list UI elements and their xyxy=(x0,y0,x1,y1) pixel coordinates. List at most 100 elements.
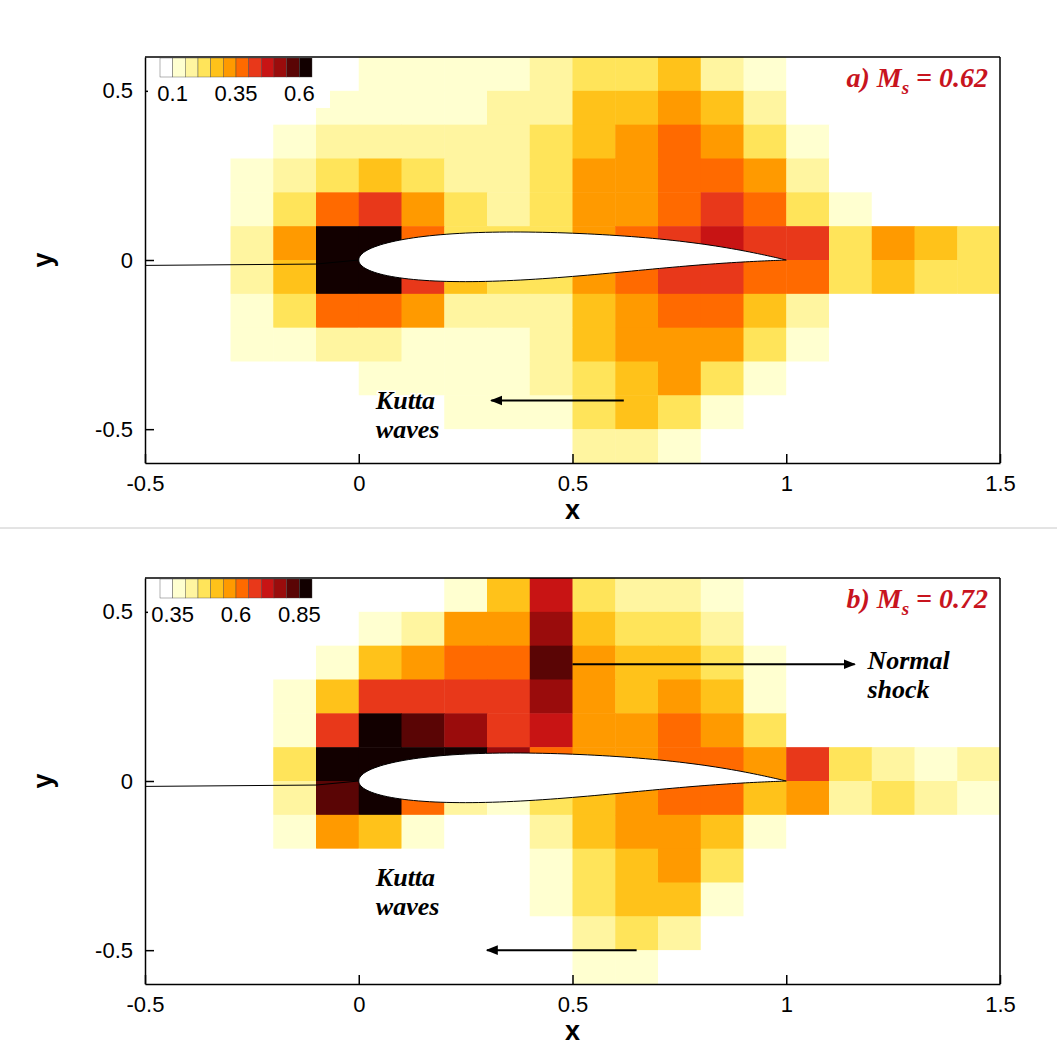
cell xyxy=(444,680,487,714)
y-axis-title: y xyxy=(28,252,58,267)
cell xyxy=(444,429,487,463)
cell xyxy=(957,91,1000,125)
cell xyxy=(273,916,316,950)
cell xyxy=(829,916,872,950)
cell xyxy=(273,192,316,226)
cell xyxy=(701,815,744,849)
cell xyxy=(530,328,573,362)
cell xyxy=(829,849,872,883)
cell xyxy=(957,612,1000,646)
cell xyxy=(573,429,616,463)
colorbar-tick-label: 0.1 xyxy=(157,81,188,106)
cell xyxy=(573,950,616,984)
cell xyxy=(615,125,658,159)
cell xyxy=(829,429,872,463)
airfoil xyxy=(359,753,787,803)
cell xyxy=(444,294,487,328)
cell xyxy=(786,260,829,294)
cell xyxy=(316,883,359,917)
tick: 0.5 xyxy=(558,454,589,496)
cell xyxy=(444,612,487,646)
cell xyxy=(402,950,445,984)
cell xyxy=(701,294,744,328)
cell xyxy=(402,159,445,193)
cell xyxy=(957,916,1000,950)
cell xyxy=(701,612,744,646)
cell xyxy=(573,294,616,328)
cell xyxy=(231,294,274,328)
cell xyxy=(658,680,701,714)
cell xyxy=(744,192,787,226)
x-axis: -0.500.511.5 xyxy=(127,975,1016,1017)
cell xyxy=(829,260,872,294)
cell xyxy=(273,226,316,260)
cell xyxy=(573,578,616,612)
cell xyxy=(744,849,787,883)
cell xyxy=(444,159,487,193)
cell xyxy=(915,612,958,646)
cell xyxy=(402,57,445,91)
cell xyxy=(872,192,915,226)
cell xyxy=(744,950,787,984)
cell xyxy=(573,57,616,91)
cell xyxy=(316,294,359,328)
cell xyxy=(829,294,872,328)
cell xyxy=(188,328,231,362)
tick-mark xyxy=(572,454,574,463)
panel-separator xyxy=(0,528,1057,529)
cell xyxy=(573,612,616,646)
cell xyxy=(444,815,487,849)
cell xyxy=(316,646,359,680)
cell xyxy=(786,159,829,193)
cell xyxy=(872,849,915,883)
cell xyxy=(744,429,787,463)
cell xyxy=(188,950,231,984)
cell xyxy=(402,612,445,646)
cell xyxy=(145,362,188,396)
cell xyxy=(786,781,829,815)
cell xyxy=(615,192,658,226)
cell xyxy=(231,226,274,260)
cell xyxy=(487,916,530,950)
cell xyxy=(231,646,274,680)
cell xyxy=(487,815,530,849)
cell xyxy=(444,849,487,883)
cell xyxy=(744,294,787,328)
cell xyxy=(316,916,359,950)
colorbar-band xyxy=(287,58,300,77)
cell xyxy=(487,578,530,612)
cell xyxy=(957,226,1000,260)
cell xyxy=(316,328,359,362)
cell xyxy=(701,125,744,159)
colorbar-band xyxy=(160,579,173,598)
cell xyxy=(915,950,958,984)
cell xyxy=(915,159,958,193)
cell xyxy=(145,395,188,429)
cell xyxy=(316,395,359,429)
cell xyxy=(701,260,744,294)
cell xyxy=(915,849,958,883)
cell xyxy=(145,429,188,463)
cell xyxy=(188,815,231,849)
cell xyxy=(359,815,402,849)
annotation: Kutta waves xyxy=(375,386,442,444)
cell xyxy=(231,747,274,781)
cell xyxy=(957,395,1000,429)
cell xyxy=(231,950,274,984)
cell xyxy=(658,646,701,680)
tick-label: 1 xyxy=(781,992,793,1017)
colorbar-band xyxy=(211,58,224,77)
cell xyxy=(829,781,872,815)
colorbar-band xyxy=(236,579,249,598)
cell xyxy=(188,362,231,396)
cell xyxy=(786,747,829,781)
annotation: Kutta waves xyxy=(375,863,442,921)
cell xyxy=(658,883,701,917)
cell xyxy=(701,328,744,362)
cell xyxy=(786,125,829,159)
cell xyxy=(231,395,274,429)
cell xyxy=(915,883,958,917)
cell xyxy=(402,125,445,159)
cell xyxy=(744,362,787,396)
cell xyxy=(786,57,829,91)
